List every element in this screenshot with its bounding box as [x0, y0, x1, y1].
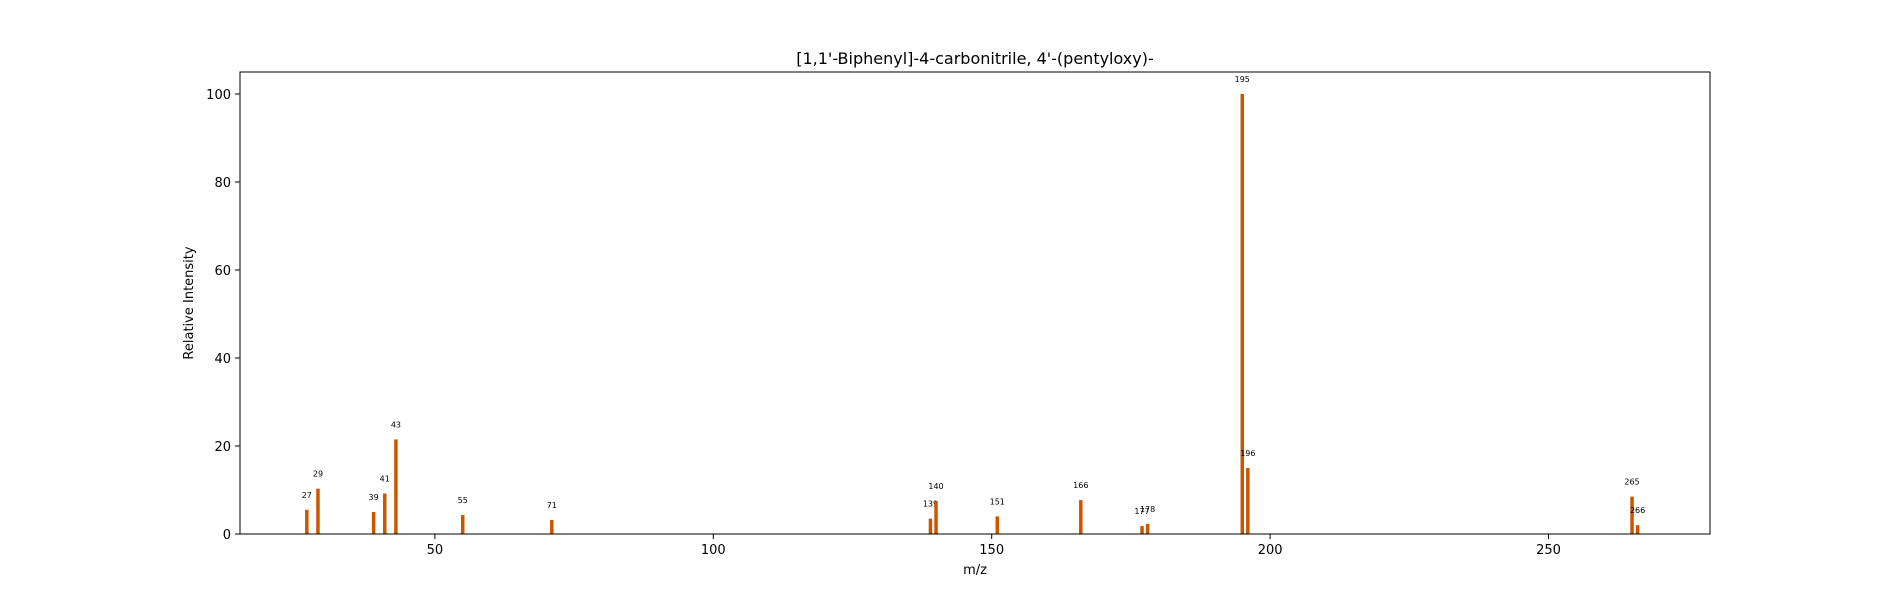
y-tick-label: 40 — [214, 352, 231, 367]
plot-frame — [239, 71, 1711, 535]
peak-bar — [995, 516, 1000, 534]
peak-bar — [550, 519, 554, 534]
peak-label: 166 — [1073, 481, 1088, 490]
y-axis-label: Relative Intensity — [182, 246, 197, 359]
peak-bar — [1630, 496, 1634, 534]
peak-label: 139 — [923, 500, 938, 509]
peak-bar — [1240, 94, 1245, 534]
peak-bar — [383, 493, 387, 534]
peak-label: 39 — [369, 493, 379, 502]
chart-title: [1,1'-Biphenyl]-4-carbonitrile, 4'-(pent… — [796, 49, 1154, 68]
peak-bar — [371, 512, 376, 534]
peak-label: 177 — [1134, 507, 1149, 516]
peak-bar — [1246, 468, 1250, 534]
peak-bar — [1145, 523, 1150, 534]
peak-bar — [1140, 526, 1144, 534]
peak-bar — [460, 515, 465, 534]
x-tick-label: 250 — [1536, 543, 1561, 558]
peak-label: 29 — [313, 470, 323, 479]
x-axis-label: m/z — [963, 563, 987, 578]
peak-label: 140 — [928, 482, 943, 491]
peak-bar — [305, 509, 309, 534]
peak-bar — [928, 518, 933, 534]
y-tick-label: 20 — [214, 440, 231, 455]
x-tick-label: 200 — [1258, 543, 1283, 558]
peak-bar — [394, 439, 398, 534]
peak-label: 71 — [547, 501, 557, 510]
peak-label: 265 — [1624, 478, 1639, 487]
x-tick-label: 150 — [979, 543, 1004, 558]
peak-label: 151 — [990, 497, 1005, 506]
peak-label: 266 — [1630, 506, 1645, 515]
peak-label: 196 — [1240, 449, 1255, 458]
x-tick-label: 50 — [427, 543, 444, 558]
peak-label: 178 — [1140, 505, 1155, 514]
peak-label: 55 — [458, 496, 468, 505]
y-tick-label: 80 — [214, 176, 231, 191]
y-tick-label: 0 — [223, 528, 231, 543]
peak-bar — [1635, 525, 1640, 534]
peak-label: 43 — [391, 420, 401, 429]
x-tick-label: 100 — [701, 543, 726, 558]
peak-label: 27 — [302, 491, 312, 500]
peak-bar — [1079, 500, 1083, 534]
y-tick-label: 100 — [206, 88, 231, 103]
peak-bar — [934, 501, 938, 534]
peak-label: 41 — [380, 475, 390, 484]
y-tick-label: 60 — [214, 264, 231, 279]
peak-bar — [316, 488, 320, 534]
peak-label: 195 — [1235, 75, 1250, 84]
